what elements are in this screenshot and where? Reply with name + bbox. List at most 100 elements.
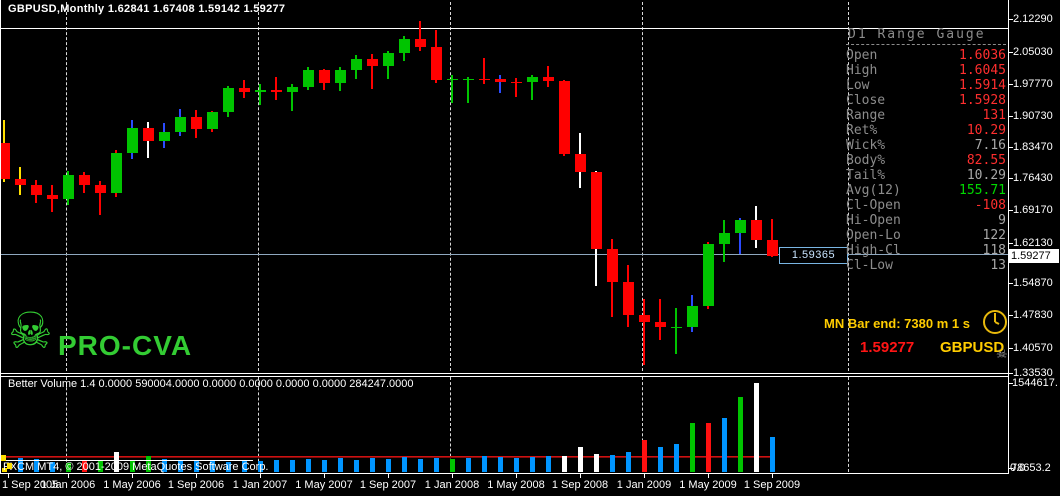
- candle: [431, 47, 442, 80]
- candle: [751, 220, 762, 240]
- price-axis-tick: [1008, 210, 1013, 211]
- gauge-title: D1 Range Gauge: [846, 27, 1006, 45]
- candle: [303, 70, 314, 87]
- candle: [735, 220, 746, 233]
- volume-bar: [514, 458, 519, 472]
- volume-bar: [450, 459, 455, 472]
- time-axis-tick: [324, 474, 325, 478]
- gauge-row-value: 13: [990, 258, 1006, 273]
- candle: [527, 77, 538, 82]
- gauge-row-value: 9: [998, 213, 1006, 228]
- vertical-gridline: [642, 2, 643, 371]
- volume-bar: [210, 460, 215, 472]
- price-tick-label: 1.76430: [1013, 172, 1053, 184]
- volume-bar: [354, 460, 359, 472]
- volume-bar: [258, 461, 263, 472]
- volume-bar: [658, 447, 663, 472]
- gauge-row-label: Close: [846, 93, 886, 108]
- gauge-row-label: Range: [846, 108, 886, 123]
- candle: [623, 282, 634, 315]
- date-tick-label: 1 Sep 2006: [167, 479, 225, 491]
- candle-wick: [99, 181, 101, 215]
- gauge-row-value: 1.6045: [959, 63, 1006, 78]
- candle: [287, 87, 298, 92]
- gauge-row-value: 82.55: [966, 153, 1006, 168]
- volume-bar: [738, 397, 743, 472]
- quote-symbol: GBPUSD: [940, 339, 1005, 356]
- candle: [575, 154, 586, 172]
- volume-bar: [546, 456, 551, 472]
- price-axis-tick: [1008, 243, 1013, 244]
- gauge-row-value: 118: [982, 243, 1006, 258]
- price-tick-label: 1.54870: [1013, 277, 1053, 289]
- time-axis-tick: [516, 474, 517, 478]
- volume-bar: [98, 460, 103, 472]
- volume-pane[interactable]: [0, 376, 1008, 473]
- date-tick-label: 1 May 2009: [679, 479, 737, 491]
- candle-wick: [499, 75, 501, 93]
- candle: [255, 90, 266, 92]
- gauge-row: Hi-Open 9: [846, 213, 1006, 228]
- time-axis-tick: [388, 474, 389, 478]
- top-horizontal-line: [1, 28, 1008, 29]
- time-axis-tick: [132, 474, 133, 478]
- candle: [639, 315, 650, 322]
- volume-bar: [690, 423, 695, 472]
- date-tick-label: 1 Sep 2008: [551, 479, 609, 491]
- date-tick-label: 1 Sep 2005: [2, 479, 59, 491]
- price-axis-tick: [1008, 383, 1013, 384]
- time-axis-tick: [580, 474, 581, 478]
- gauge-row-value: 7.16: [974, 138, 1006, 153]
- gauge-row: Range 131: [846, 108, 1006, 123]
- gauge-row: Cl-Low 13: [846, 258, 1006, 273]
- candle: [319, 70, 330, 83]
- mini-skull-icon: ☠: [996, 347, 1008, 362]
- gauge-row: Open-Lo 122: [846, 228, 1006, 243]
- gauge-row-value: 10.29: [966, 168, 1006, 183]
- volume-bar: [386, 459, 391, 472]
- price-tick-label: 1.97770: [1013, 78, 1053, 90]
- candle: [79, 175, 90, 185]
- candle: [767, 240, 778, 256]
- gauge-row: Body% 82.55: [846, 153, 1006, 168]
- gauge-row-label: Body%: [846, 153, 886, 168]
- gauge-row-value: 131: [982, 108, 1006, 123]
- price-tick-label: 1.33530: [1013, 367, 1053, 379]
- time-axis-tick: [8, 474, 9, 478]
- price-axis-tick: [1008, 468, 1013, 469]
- pane-splitter-bottom[interactable]: [0, 376, 1008, 377]
- procva-watermark: PRO-CVA: [58, 330, 193, 361]
- candle-wick: [643, 299, 645, 365]
- gauge-row-value: 155.71: [959, 183, 1006, 198]
- pane-splitter-top[interactable]: [0, 373, 1008, 374]
- price-tick-label: 1.40570: [1013, 342, 1053, 354]
- gauge-row-value: 1.6036: [959, 48, 1006, 63]
- candle: [479, 79, 490, 80]
- pane-bottom-border: [0, 473, 1008, 474]
- gauge-row: Open 1.6036: [846, 48, 1006, 63]
- candle: [239, 88, 250, 92]
- volume-bar: [482, 456, 487, 472]
- candle: [463, 79, 474, 80]
- candle-wick: [275, 77, 277, 100]
- candle: [159, 132, 170, 141]
- volume-bar: [146, 456, 151, 472]
- quote-price: 1.59277: [860, 339, 915, 356]
- candle-wick: [771, 219, 773, 257]
- candle-wick: [515, 78, 517, 97]
- gauge-row: High-Cl 118: [846, 243, 1006, 258]
- candle-wick: [467, 77, 469, 103]
- date-tick-label: 1 Jan 2006: [40, 479, 96, 491]
- volume-bar: [626, 452, 631, 472]
- gauge-row: Avg(12) 155.71: [846, 183, 1006, 198]
- volume-bar: [530, 457, 535, 472]
- volume-bar: [306, 459, 311, 472]
- candle: [63, 175, 74, 199]
- gauge-row: Ret% 10.29: [846, 123, 1006, 138]
- gauge-row: Cl-Open -108: [846, 198, 1006, 213]
- price-level-tag[interactable]: 1.59365: [779, 247, 848, 264]
- price-axis-tick: [1008, 283, 1013, 284]
- date-tick-label: 1 May 2007: [295, 479, 353, 491]
- volume-bar: [178, 460, 183, 472]
- gauge-row-value: 1.5928: [959, 93, 1006, 108]
